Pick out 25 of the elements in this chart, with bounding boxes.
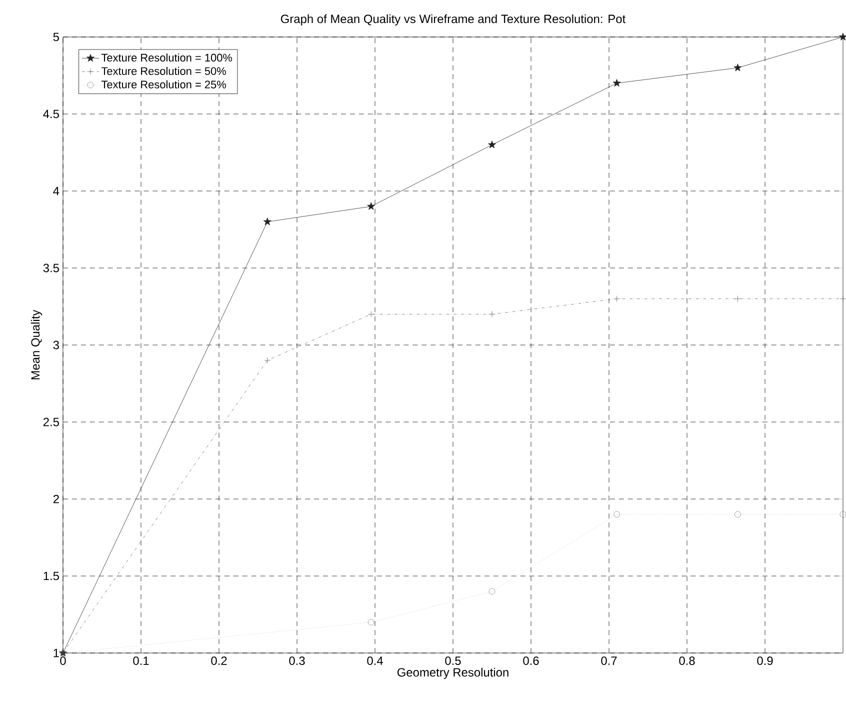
y-tick-label: 3 — [53, 340, 59, 350]
x-tick-label: 0.7 — [601, 656, 617, 665]
chart-title: Graph of Mean Quality vs Wireframe and Texture Resolution: Pot — [280, 14, 626, 26]
y-tick-label: 1 — [54, 648, 59, 658]
x-tick-label: 0.1 — [133, 656, 149, 665]
x-tick-label: 0.8 — [679, 656, 695, 665]
x-axis-title: Geometry Resolution — [397, 668, 508, 679]
y-tick-label: 3.5 — [43, 264, 59, 272]
y-tick-label: 4.5 — [43, 110, 59, 118]
x-tick-label: 0.6 — [523, 656, 539, 665]
y-tick-label: 4 — [53, 186, 60, 196]
y-axis-title: Mean Quality — [30, 310, 42, 380]
legend-label: Texture Resolution = 25% — [101, 80, 226, 88]
x-tick-label: 0.5 — [445, 656, 461, 665]
y-tick-label: 1.5 — [44, 572, 59, 580]
y-tick-label: 2 — [53, 494, 59, 504]
legend-label: Texture Resolution = 100% — [101, 54, 232, 62]
y-tick-label: 2.5 — [43, 418, 59, 426]
legend-label: Texture Resolution = 50% — [101, 66, 226, 75]
x-tick-label: 0.2 — [211, 656, 227, 665]
x-tick-label: 0.3 — [289, 656, 305, 665]
x-tick-label: 0.9 — [757, 656, 773, 665]
x-tick-label: 0.4 — [367, 656, 383, 665]
y-tick-label: 5 — [53, 32, 59, 42]
x-tick-label: 0 — [60, 656, 66, 665]
